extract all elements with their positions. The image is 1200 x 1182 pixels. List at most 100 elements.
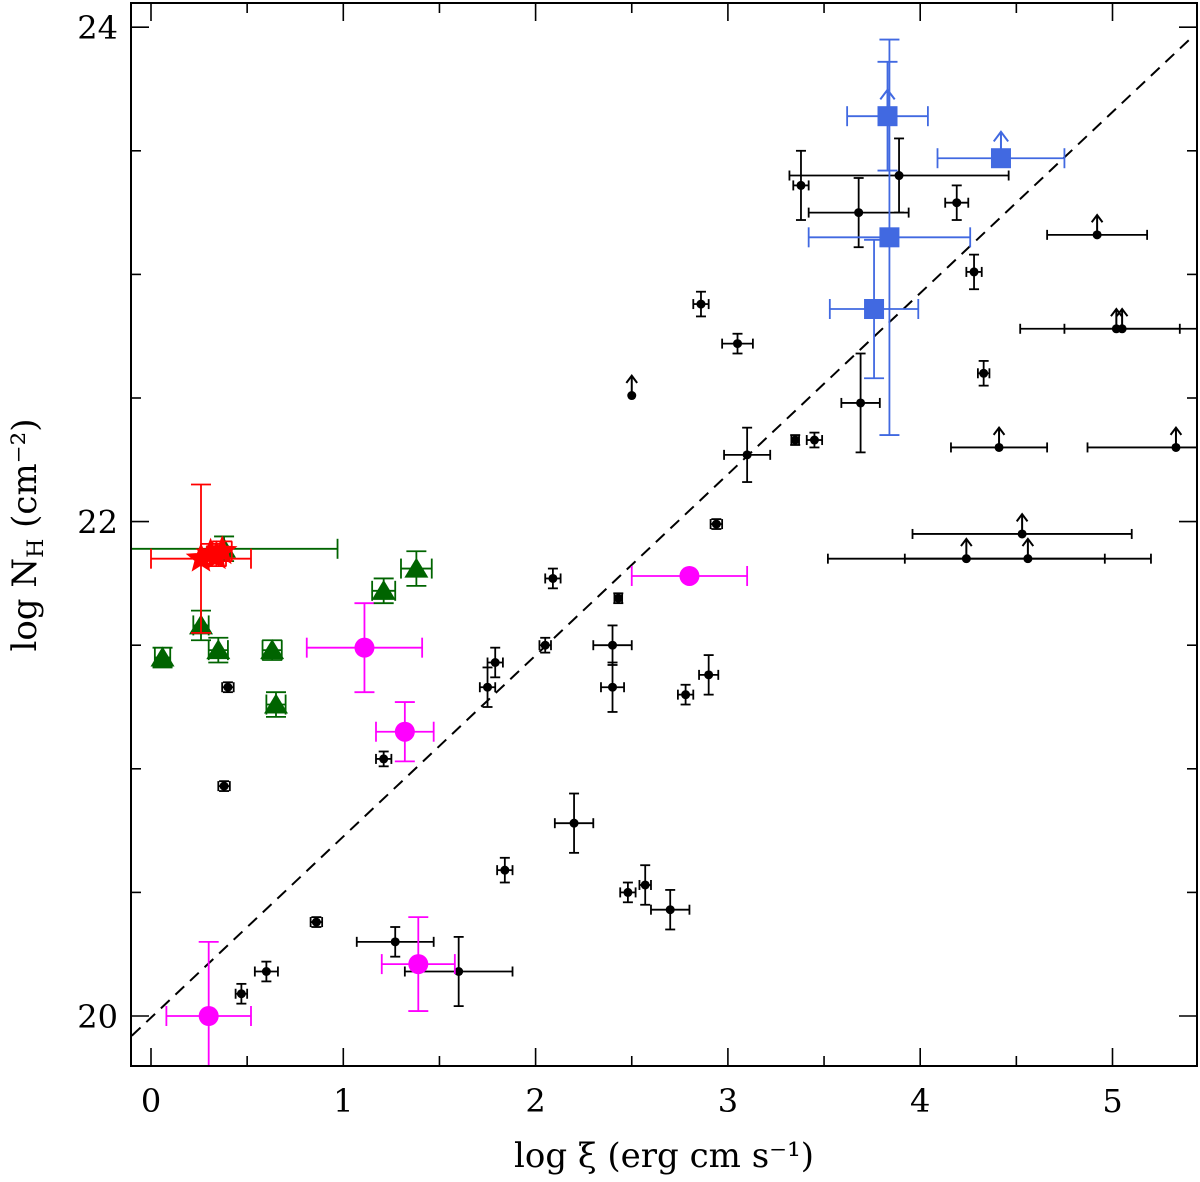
lower-limit-arrow-head	[1021, 537, 1035, 547]
data-point	[165, 940, 252, 1066]
data-point	[805, 431, 824, 449]
point-marker	[711, 519, 721, 529]
square-marker	[990, 148, 1011, 169]
data-point	[950, 425, 1049, 453]
ticks-layer: 0 1 2 3 4 5 20 22 24	[77, 3, 1197, 1120]
lower-limit-arrow-head	[1110, 307, 1123, 317]
data-point	[478, 666, 497, 708]
data-point	[600, 661, 625, 713]
data-point	[721, 332, 754, 355]
data-point	[828, 238, 920, 380]
x-tick-label: 5	[1102, 1082, 1122, 1120]
point-marker	[681, 690, 691, 700]
triangle-marker	[263, 693, 288, 714]
y-tick-label: 20	[77, 998, 118, 1036]
data-point	[553, 792, 595, 854]
point-marker	[640, 880, 650, 890]
point-marker	[854, 208, 864, 218]
data-point	[709, 518, 724, 530]
point-marker	[856, 398, 866, 408]
triangle-marker	[260, 639, 285, 660]
data-point	[217, 780, 231, 792]
data-point	[305, 602, 424, 694]
circle-marker	[679, 565, 700, 586]
point-marker	[623, 887, 633, 897]
triangle-marker	[206, 639, 231, 660]
point-marker	[483, 682, 493, 692]
y-axis-title: log NH (cm⁻²)	[5, 418, 49, 651]
x-tick-label: 1	[333, 1082, 353, 1120]
circle-marker	[408, 954, 429, 975]
data-point	[613, 592, 624, 605]
star-marker	[206, 535, 238, 565]
point-marker	[261, 967, 271, 977]
circle-marker	[354, 637, 375, 658]
data-point	[650, 889, 691, 931]
point-marker	[500, 865, 510, 875]
data-point	[221, 681, 235, 694]
square-marker	[877, 106, 898, 127]
point-marker	[790, 435, 800, 445]
data-point	[1019, 307, 1197, 334]
lower-limit-arrow-head	[1169, 425, 1183, 436]
data-point	[538, 636, 552, 654]
data-point	[903, 537, 1152, 564]
point-marker	[219, 781, 229, 791]
square-marker	[864, 299, 885, 320]
reference-line	[131, 38, 1191, 1037]
data-point	[592, 624, 633, 666]
data-point	[1063, 307, 1181, 334]
series-triangle	[131, 535, 433, 718]
data-point	[375, 750, 393, 768]
series-star	[150, 483, 252, 634]
point-marker	[236, 989, 246, 999]
data-point	[371, 577, 397, 605]
point-marker	[569, 818, 579, 828]
data-point	[698, 654, 720, 696]
point-marker	[796, 180, 806, 190]
data-point	[965, 253, 983, 291]
point-marker	[979, 368, 989, 378]
data-point	[263, 691, 288, 718]
x-tick-label: 0	[141, 1082, 161, 1120]
point-marker	[809, 435, 819, 445]
point-marker	[994, 442, 1004, 452]
point-marker	[1023, 554, 1033, 564]
data-point	[496, 856, 514, 884]
point-marker	[952, 198, 962, 208]
data-point	[206, 636, 231, 664]
data-point	[544, 567, 562, 590]
y-tick-label: 22	[77, 504, 118, 542]
triangle-marker	[150, 646, 175, 667]
data-point	[826, 537, 1106, 564]
lower-limit-arrow-head	[960, 537, 973, 547]
point-marker	[696, 299, 706, 309]
lower-limit-arrow-head	[1115, 307, 1129, 317]
data-point	[355, 926, 435, 958]
data-point	[692, 290, 710, 318]
series-circle	[165, 565, 749, 1066]
data-point	[625, 374, 638, 401]
circle-marker	[198, 1006, 219, 1026]
data-point	[486, 646, 504, 679]
data-point	[911, 512, 1133, 539]
data-point	[936, 130, 1066, 169]
point-marker	[608, 640, 618, 650]
data-point	[206, 535, 238, 565]
lower-limit-arrow-head	[992, 425, 1006, 436]
point-marker	[1092, 230, 1102, 240]
data-point	[234, 982, 249, 1005]
point-marker	[627, 391, 637, 401]
series-small-circle	[217, 137, 1010, 1008]
data-point	[150, 646, 175, 669]
data-point	[792, 149, 810, 221]
point-marker	[1117, 324, 1127, 334]
data-point	[260, 639, 285, 661]
lower-limit-arrow-head	[879, 88, 896, 100]
point-marker	[311, 917, 321, 927]
data-point	[638, 864, 652, 906]
data-point	[619, 881, 637, 904]
point-marker	[704, 670, 714, 680]
point-marker	[379, 754, 389, 764]
point-marker	[733, 339, 743, 349]
